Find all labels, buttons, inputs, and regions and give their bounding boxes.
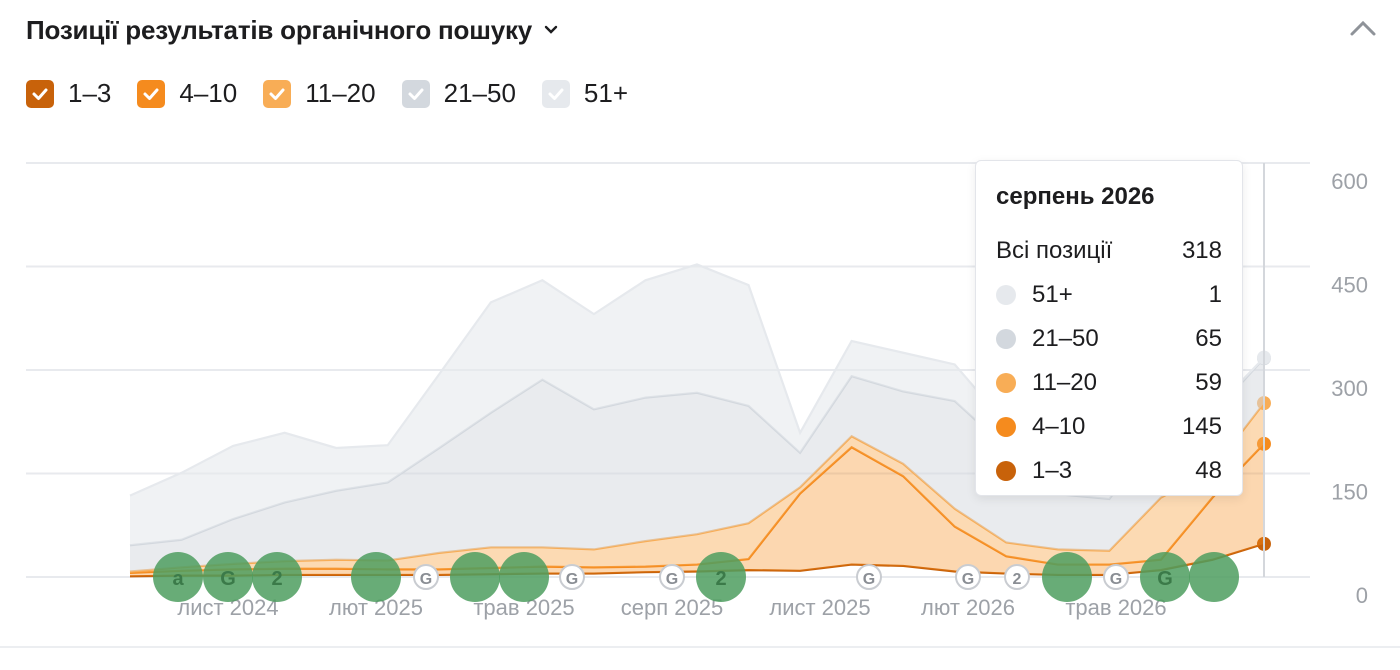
event-marker-label: 2: [1013, 571, 1022, 588]
event-marker: [252, 552, 302, 602]
checkbox-11-20[interactable]: [263, 79, 292, 108]
y-tick-label: 300: [1331, 376, 1368, 401]
tooltip-dot: [996, 329, 1016, 349]
legend-label-11-20: 11–20: [305, 78, 376, 108]
widget-header: Позиції результатів органічного пошуку: [26, 10, 558, 50]
event-marker: [413, 564, 439, 590]
legend-label-4-10: 4–10: [179, 78, 238, 108]
check-icon: [408, 88, 424, 100]
event-marker: [559, 564, 585, 590]
event-marker: [955, 564, 981, 590]
area-4–10: [130, 443, 1264, 577]
checkbox-21-50[interactable]: [401, 79, 430, 108]
chart-tooltip: серпень 2026 Всі позиції 318 51+ 1 21–50…: [975, 160, 1243, 496]
tooltip-total-value: 318: [1181, 237, 1222, 264]
y-tick-label: 600: [1331, 169, 1368, 194]
tooltip-dot: [996, 285, 1016, 305]
tooltip-row-label: 4–10: [1032, 413, 1086, 440]
event-marker: [153, 552, 203, 602]
area-21–50: [130, 358, 1264, 572]
checkbox-4-10[interactable]: [137, 79, 166, 108]
check-icon: [548, 88, 564, 100]
event-marker-label: 2: [271, 568, 282, 590]
tooltip-total-row: Всі позиції 318: [996, 229, 1222, 273]
event-marker: [1004, 564, 1030, 590]
tooltip-row-label: 51+: [1032, 281, 1073, 308]
check-icon: [269, 88, 285, 100]
event-marker-label: 2: [715, 568, 726, 590]
event-marker: [696, 552, 746, 602]
tooltip-row-4-10: 4–10 145: [996, 405, 1222, 449]
tooltip-row-value: 48: [1195, 457, 1222, 484]
event-marker: [1189, 552, 1239, 602]
chevron-down-icon[interactable]: [544, 25, 558, 35]
legend: 1–3 4–10 11–20 21–50 51+: [26, 78, 628, 109]
tooltip-row-value: 1: [1208, 281, 1222, 308]
event-marker: [351, 552, 401, 602]
event-marker: [203, 552, 253, 602]
event-marker: [1042, 552, 1092, 602]
x-tick-label: лют 2026: [921, 595, 1015, 620]
legend-item-11-20[interactable]: 11–20: [263, 78, 376, 109]
legend-item-21-50[interactable]: 21–50: [401, 78, 516, 109]
event-marker-label: G: [666, 571, 678, 588]
check-icon: [32, 88, 48, 100]
x-tick-label: трав 2026: [1065, 595, 1166, 620]
tooltip-title: серпень 2026: [996, 183, 1155, 210]
x-tick-label: серп 2025: [621, 595, 723, 620]
event-marker-label: G: [863, 571, 875, 588]
event-marker-label: a: [172, 568, 184, 590]
y-tick-label: 450: [1331, 273, 1368, 298]
event-marker-label: G: [1110, 571, 1122, 588]
event-marker-label: G: [962, 571, 974, 588]
event-marker: [1140, 552, 1190, 602]
legend-label-1-3: 1–3: [68, 78, 112, 108]
tooltip-row-label: 11–20: [1032, 369, 1097, 396]
event-marker: [659, 564, 685, 590]
event-marker: [450, 552, 500, 602]
widget-title: Позиції результатів органічного пошуку: [26, 14, 533, 45]
event-marker-label: G: [220, 568, 236, 590]
y-tick-label: 0: [1356, 583, 1368, 608]
tooltip-row-51-plus: 51+ 1: [996, 273, 1222, 317]
event-marker: [499, 552, 549, 602]
tooltip-row-label: 1–3: [1032, 457, 1073, 484]
x-tick-label: лист 2025: [769, 595, 870, 620]
legend-item-51-plus[interactable]: 51+: [541, 78, 629, 109]
tooltip-row-21-50: 21–50 65: [996, 317, 1222, 361]
tooltip-row-1-3: 1–3 48: [996, 449, 1222, 493]
checkbox-51-plus[interactable]: [541, 79, 570, 108]
area-51+: [130, 264, 1264, 546]
tooltip-dot: [996, 417, 1016, 437]
check-icon: [143, 88, 159, 100]
tooltip-dot: [996, 373, 1016, 393]
event-marker: [1103, 564, 1129, 590]
chevron-up-icon[interactable]: [1348, 14, 1378, 44]
tooltip-total-label: Всі позиції: [996, 237, 1113, 264]
tooltip-row-label: 21–50: [1032, 325, 1099, 352]
checkbox-1-3[interactable]: [26, 79, 54, 108]
y-tick-label: 150: [1331, 480, 1368, 505]
event-marker-label: G: [566, 571, 578, 588]
legend-label-51-plus: 51+: [583, 78, 629, 108]
legend-item-4-10[interactable]: 4–10: [137, 78, 237, 109]
tooltip-row-11-20: 11–20 59: [996, 361, 1222, 405]
area-11–20: [130, 403, 1264, 573]
tooltip-dot: [996, 461, 1016, 481]
tooltip-row-value: 59: [1195, 369, 1222, 396]
event-marker: [856, 564, 882, 590]
tooltip-row-value: 145: [1181, 413, 1222, 440]
bottom-divider: [0, 646, 1400, 648]
event-marker-label: G: [420, 571, 432, 588]
legend-item-1-3[interactable]: 1–3: [26, 78, 111, 109]
legend-label-21-50: 21–50: [443, 78, 516, 108]
tooltip-row-value: 65: [1195, 325, 1222, 352]
event-marker-label: G: [1157, 568, 1173, 590]
